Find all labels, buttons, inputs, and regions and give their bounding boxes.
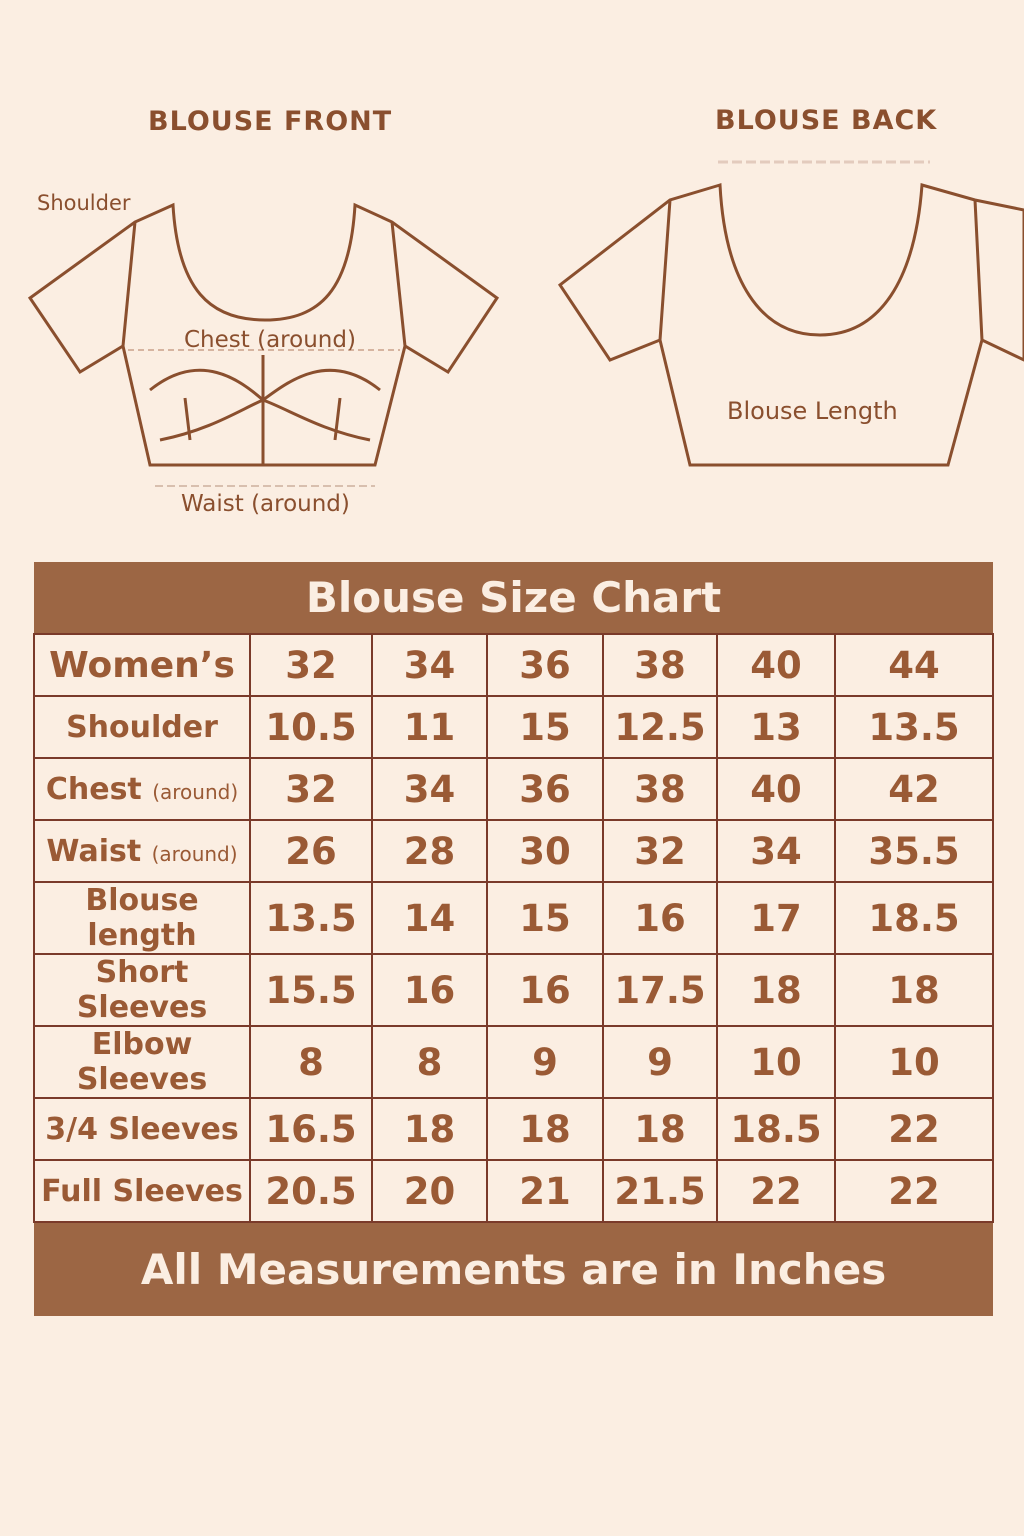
row-label-text: 3/4 Sleeves [45,1111,239,1147]
table-cell: 22 [716,1159,836,1223]
shoulder-label: Shoulder [37,191,131,215]
table-cell: 18 [602,1097,718,1161]
size-chart-table: Blouse Size Chart Women’s 32 34 36 38 40 44 S… [33,562,995,1316]
table-cell: 18 [833,953,995,1027]
table-cell: 17.5 [602,953,718,1027]
table-cell: 18 [371,1097,488,1161]
table-cell: 26 [249,819,373,883]
table-cell: 8 [371,1025,488,1099]
size-header-cell: 34 [371,633,488,697]
row-label: Chest (around) [33,757,251,821]
row-label-text: Waist [46,833,142,869]
blouse-front-illustration [27,202,500,487]
table-row: Short Sleeves 15.5 16 16 17.5 18 18 [33,953,995,1027]
size-header-cell: 38 [602,633,718,697]
table-cell: 28 [371,819,488,883]
table-cell: 11 [371,695,488,759]
table-cell: 10 [833,1025,995,1099]
table-cell: 16 [371,953,488,1027]
table-footer: All Measurements are in Inches [34,1222,994,1316]
table-row: Chest (around) 32 34 36 38 40 42 [33,757,995,821]
blouse-front-title: BLOUSE FRONT [148,106,393,137]
table-cell: 13 [716,695,836,759]
row-label: Blouse length [33,881,251,955]
table-cell: 21 [486,1159,604,1223]
row-label: Elbow Sleeves [33,1025,251,1099]
waist-label: Waist (around) [181,491,350,517]
row-label-note: (around) [152,779,239,804]
table-row: Full Sleeves 20.5 20 21 21.5 22 22 [33,1159,995,1223]
blouse-back-title: BLOUSE BACK [715,105,938,136]
table-cell: 15.5 [249,953,373,1027]
table-cell: 32 [602,819,718,883]
row-label-text: Elbow Sleeves [76,1027,208,1097]
table-cell: 22 [833,1097,995,1161]
table-cell: 18.5 [716,1097,836,1161]
blouse-diagrams [27,160,1024,487]
table-cell: 13.5 [833,695,995,759]
table-cell: 34 [716,819,836,883]
table-cell: 20 [371,1159,488,1223]
size-header-cell: 32 [249,633,373,697]
row-label: 3/4 Sleeves [33,1097,251,1161]
row-label: Waist (around) [33,819,251,883]
blouse-length-label: Blouse Length [727,397,898,425]
table-cell: 16 [602,881,718,955]
table-cell: 8 [249,1025,373,1099]
table-cell: 9 [486,1025,604,1099]
table-row: 3/4 Sleeves 16.5 18 18 18 18.5 22 [33,1097,995,1161]
row-label: Full Sleeves [33,1159,251,1223]
row-label-text: Chest [45,771,142,807]
table-cell: 32 [249,757,373,821]
table-row: Elbow Sleeves 8 8 9 9 10 10 [33,1025,995,1099]
size-header-cell: 40 [716,633,836,697]
row-label-note: (around) [151,841,238,866]
row-label-text: Full Sleeves [41,1173,243,1209]
table-cell: 16.5 [249,1097,373,1161]
row-label: Women’s [33,633,251,697]
row-label-text: Short Sleeves [76,955,208,1025]
table-cell: 13.5 [249,881,373,955]
table-cell: 40 [716,757,836,821]
table-cell: 17 [716,881,836,955]
table-cell: 35.5 [833,819,995,883]
table-cell: 36 [486,757,604,821]
table-cell: 18 [716,953,836,1027]
table-cell: 10 [716,1025,836,1099]
table-row: Waist (around) 26 28 30 32 34 35.5 [33,819,995,883]
row-label-text: Shoulder [66,709,218,745]
table-cell: 10.5 [249,695,373,759]
table-cell: 30 [486,819,604,883]
table-cell: 16 [486,953,604,1027]
row-label: Shoulder [33,695,251,759]
table-cell: 42 [833,757,995,821]
table-title: Blouse Size Chart [34,562,994,634]
table-cell: 15 [486,881,604,955]
table-cell: 18 [486,1097,604,1161]
table-cell: 20.5 [249,1159,373,1223]
table-cell: 22 [833,1159,995,1223]
blouse-back-illustration [557,160,1024,467]
table-cell: 9 [602,1025,718,1099]
table-cell: 21.5 [602,1159,718,1223]
table-cell: 12.5 [602,695,718,759]
size-header-row: Women’s 32 34 36 38 40 44 [33,633,995,697]
table-row: Shoulder 10.5 11 15 12.5 13 13.5 [33,695,995,759]
size-header-cell: 36 [486,633,604,697]
table-cell: 18.5 [833,881,995,955]
table-cell: 38 [602,757,718,821]
table-cell: 14 [371,881,488,955]
chest-label: Chest (around) [184,327,356,353]
table-row: Blouse length 13.5 14 15 16 17 18.5 [33,881,995,955]
table-cell: 15 [486,695,604,759]
table-cell: 34 [371,757,488,821]
size-header-cell: 44 [833,633,995,697]
row-label-text: Blouse length [85,883,199,953]
row-label: Short Sleeves [33,953,251,1027]
